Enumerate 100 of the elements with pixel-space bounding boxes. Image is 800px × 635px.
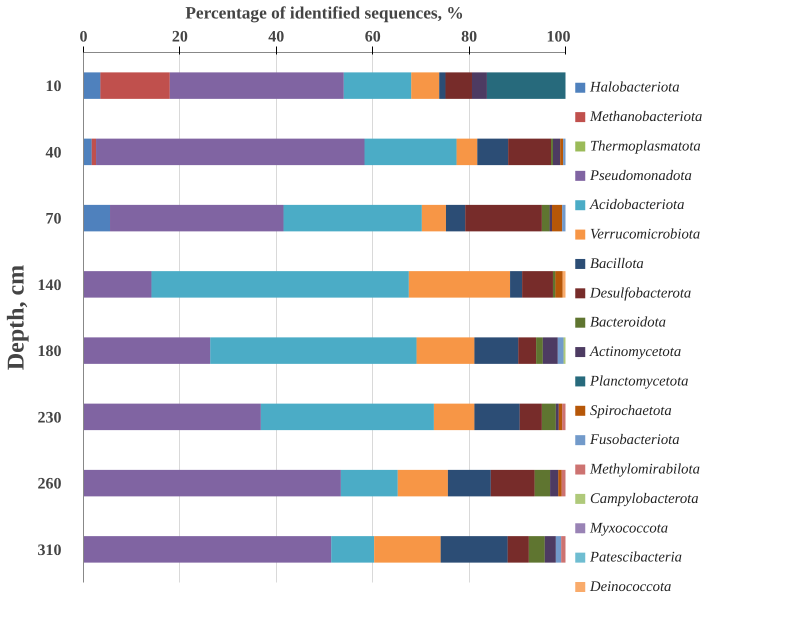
bar	[422, 204, 446, 232]
bar	[210, 337, 417, 364]
x-tick-label: 0	[80, 28, 88, 46]
bar	[552, 138, 560, 166]
bar	[340, 470, 398, 496]
y-tick-label: 40	[46, 144, 62, 162]
legend-label: Verrucomicrobiota	[590, 226, 700, 243]
x-tick-label: 20	[172, 28, 188, 46]
legend-label: Fusobacteriota	[589, 432, 680, 448]
bar	[558, 337, 564, 364]
legend-label: Methanobacteriota	[589, 109, 702, 126]
bar	[434, 404, 474, 430]
bar	[477, 138, 508, 166]
bar	[465, 204, 542, 232]
y-axis-title: Depth, cm	[4, 264, 30, 370]
bar	[542, 204, 550, 232]
bar	[562, 204, 566, 232]
bar	[84, 271, 152, 298]
bar	[84, 337, 210, 364]
bar	[542, 337, 558, 364]
bar	[446, 204, 466, 232]
bar	[440, 536, 508, 563]
bar	[562, 271, 566, 298]
legend-label: Patescibacteria	[589, 550, 682, 566]
bar	[562, 470, 566, 496]
bar	[555, 271, 563, 298]
bar	[84, 138, 92, 166]
bar	[534, 470, 550, 496]
bar	[331, 536, 374, 563]
legend-label: Acidobacteriota	[589, 197, 684, 214]
bar	[474, 337, 518, 364]
bar	[344, 72, 412, 99]
bar	[110, 204, 284, 232]
bar	[260, 404, 434, 430]
x-tick-label: 100	[546, 28, 570, 46]
x-tick-label: 80	[461, 28, 478, 46]
legend-label: Campylobacterota	[590, 490, 699, 507]
bar	[536, 337, 543, 364]
bar	[510, 271, 522, 298]
bar	[364, 138, 457, 166]
legend-label: Deinococcota	[589, 579, 672, 596]
x-tick-label: 60	[364, 28, 381, 46]
legend-label: Thermoplasmatota	[590, 138, 701, 154]
bar	[398, 470, 448, 496]
bar	[96, 138, 365, 166]
bar	[550, 204, 552, 232]
x-axis-title: Percentage of identified sequences, %	[185, 4, 464, 22]
legend-label: Spirochaetota	[590, 402, 672, 419]
bar	[448, 470, 491, 496]
y-tick-label: 230	[38, 409, 62, 426]
legend-label: Planctomycetota	[589, 373, 688, 390]
legend-label: Methylomirabilota	[589, 462, 700, 478]
bar	[552, 271, 556, 298]
legend-label: Bacillota	[590, 256, 644, 272]
legend-label: Myxococcota	[589, 520, 668, 536]
bar	[561, 536, 566, 563]
bar	[170, 72, 344, 99]
bar	[92, 138, 96, 166]
legend-label: Bacteroidota	[590, 314, 666, 331]
bar	[100, 72, 170, 99]
y-tick-label: 140	[38, 276, 62, 294]
legend-label: Pseudomonadota	[589, 168, 692, 184]
bar	[284, 204, 422, 232]
bar	[374, 536, 441, 563]
y-tick-label: 260	[38, 476, 62, 493]
bar	[439, 72, 446, 99]
bar	[408, 271, 510, 298]
bar	[520, 404, 542, 430]
y-tick-label: 10	[46, 78, 62, 96]
bar	[542, 404, 556, 430]
bar	[550, 470, 558, 496]
bar	[84, 536, 332, 563]
legend-label: Desulfobacterota	[589, 285, 692, 302]
bar	[560, 138, 564, 166]
bar	[411, 72, 440, 99]
bar	[490, 470, 535, 496]
bar	[522, 271, 553, 298]
bar	[151, 271, 409, 298]
bar	[472, 72, 487, 99]
bar	[556, 536, 562, 563]
bar	[474, 404, 520, 430]
bar	[562, 404, 566, 430]
bar	[84, 404, 261, 430]
bar	[518, 337, 536, 364]
bar	[84, 470, 341, 496]
bar	[84, 204, 110, 232]
bar	[486, 72, 566, 99]
bar	[552, 204, 562, 232]
bar	[456, 138, 478, 166]
legend-label: Halobacteriota	[589, 80, 680, 96]
y-tick-label: 70	[46, 210, 62, 228]
legend-label: Actinomycetota	[589, 344, 682, 360]
y-tick-label: 310	[38, 542, 62, 559]
bar	[528, 536, 545, 563]
x-tick-label: 40	[268, 28, 284, 46]
bar	[508, 536, 529, 563]
bar	[508, 138, 552, 166]
bar	[556, 404, 559, 430]
bar	[445, 72, 472, 99]
bar	[84, 72, 100, 99]
